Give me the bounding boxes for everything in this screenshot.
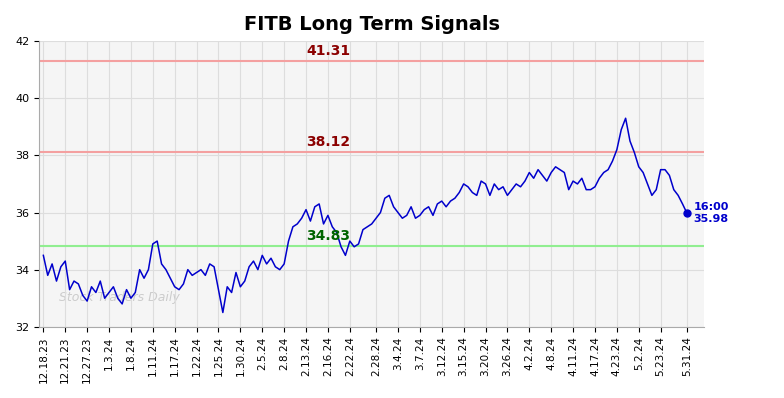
Text: Stock Traders Daily: Stock Traders Daily [59,291,180,304]
Text: 41.31: 41.31 [307,44,350,58]
Text: 34.83: 34.83 [307,229,350,243]
Text: 16:00
35.98: 16:00 35.98 [694,202,729,224]
Text: 38.12: 38.12 [307,135,350,149]
Title: FITB Long Term Signals: FITB Long Term Signals [244,15,499,34]
